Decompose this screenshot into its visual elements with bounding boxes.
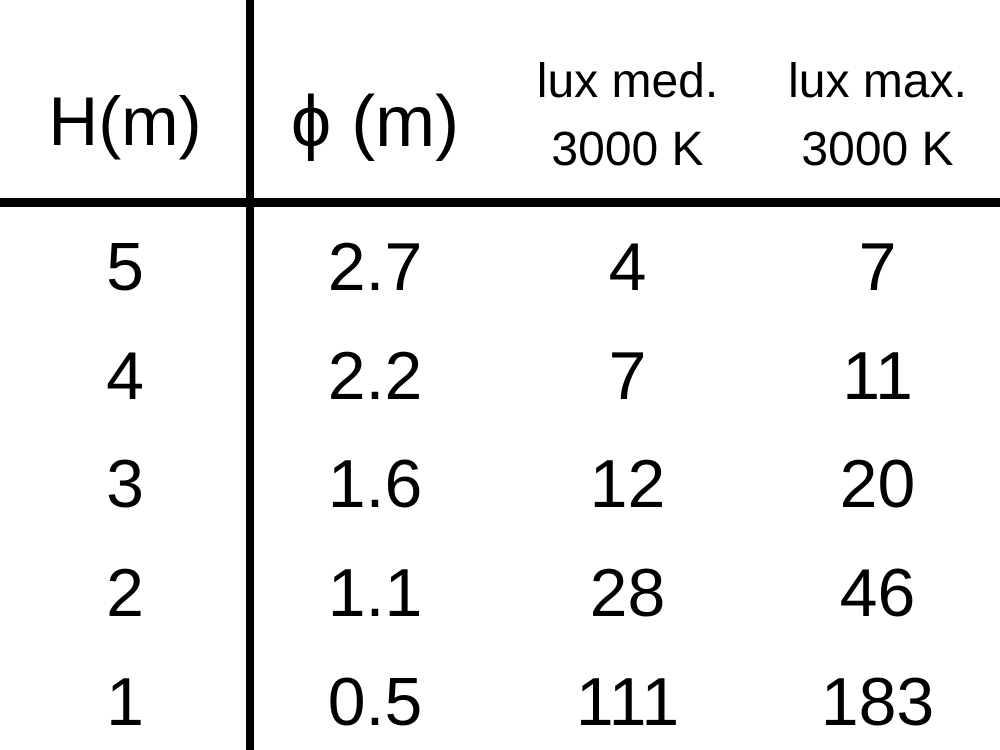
table-cell: 2 [106,555,144,632]
table-cell: 0.5 [327,663,423,740]
column-header-lux-med: lux med. 3000 K [500,0,755,198]
table-cell: 11 [842,337,913,414]
table-cell: 1.6 [327,446,423,523]
vertical-divider [246,0,254,750]
column-header-lux-max: lux max. 3000 K [755,0,1000,198]
table-cell: 2.7 [327,229,423,306]
table-cell: 1 [106,663,144,740]
column-header-lux-med-line1: lux med. [536,55,719,108]
table-cell: 7 [608,337,647,414]
table-cell: 3 [106,446,144,523]
table-cell: 5 [106,229,144,306]
table-cell: 111 [575,663,680,740]
table-body: 5 2.7 4 7 4 2.2 7 11 3 1.6 12 20 2 1.1 2… [0,207,1000,750]
table-cell: 4 [106,337,144,414]
column-header-height-label: H(m) [48,83,202,160]
column-header-diameter-label: ϕ (m) [290,81,460,162]
column-header-lux-max-line1: lux max. [788,55,967,108]
table-cell: 28 [589,555,666,632]
header-divider [0,198,1000,207]
table-cell: 2.2 [327,337,423,414]
column-header-diameter: ϕ (m) [250,0,500,198]
column-header-lux-med-line2: 3000 K [551,123,704,176]
table-cell: 12 [589,446,666,523]
table-cell: 20 [839,446,916,523]
table-cell: 4 [608,229,647,306]
table-cell: 46 [839,555,916,632]
table-cell: 1.1 [327,555,423,632]
column-header-height: H(m) [0,0,250,198]
table-header-row: H(m) ϕ (m) lux med. 3000 K lux max. 3000… [0,0,1000,198]
table-cell: 7 [858,229,897,306]
table-cell: 183 [820,663,935,740]
column-header-lux-max-line2: 3000 K [801,123,954,176]
